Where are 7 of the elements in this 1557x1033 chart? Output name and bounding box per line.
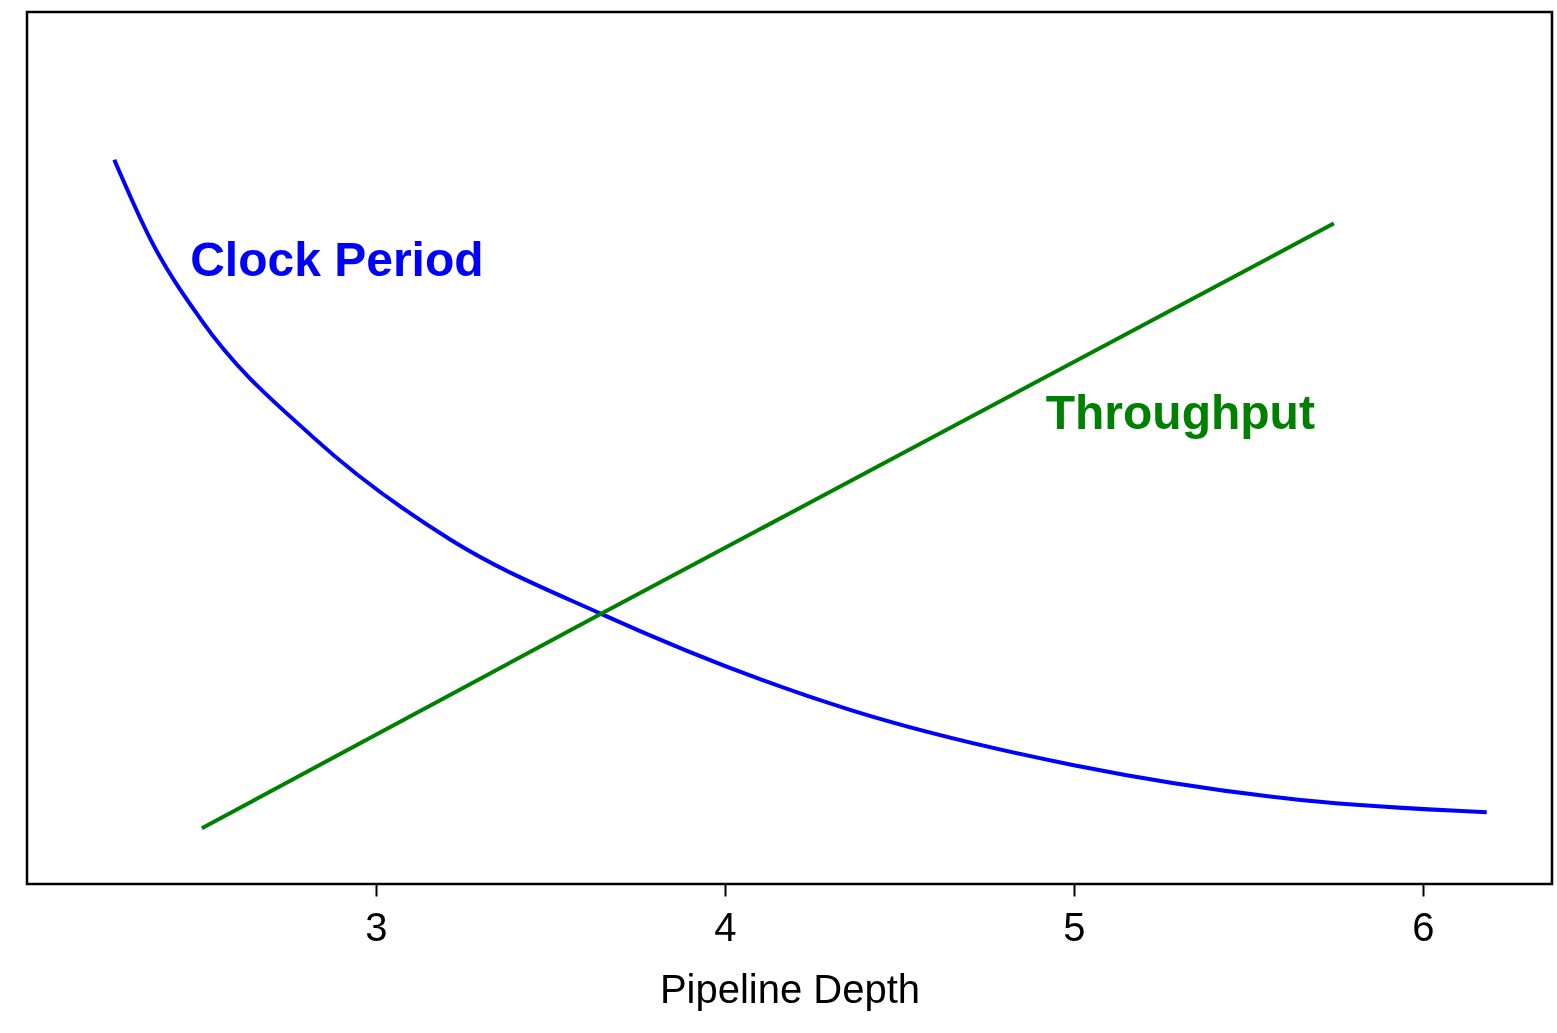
series-label: Throughput	[1045, 385, 1315, 439]
x-tick-label: 5	[1063, 904, 1086, 949]
series-label: Clock Period	[190, 233, 484, 287]
x-tick-label: 3	[365, 904, 388, 949]
x-tick-label: 4	[714, 904, 737, 949]
x-axis-title: Pipeline Depth	[659, 966, 921, 1011]
x-tick-label: 6	[1412, 904, 1435, 949]
